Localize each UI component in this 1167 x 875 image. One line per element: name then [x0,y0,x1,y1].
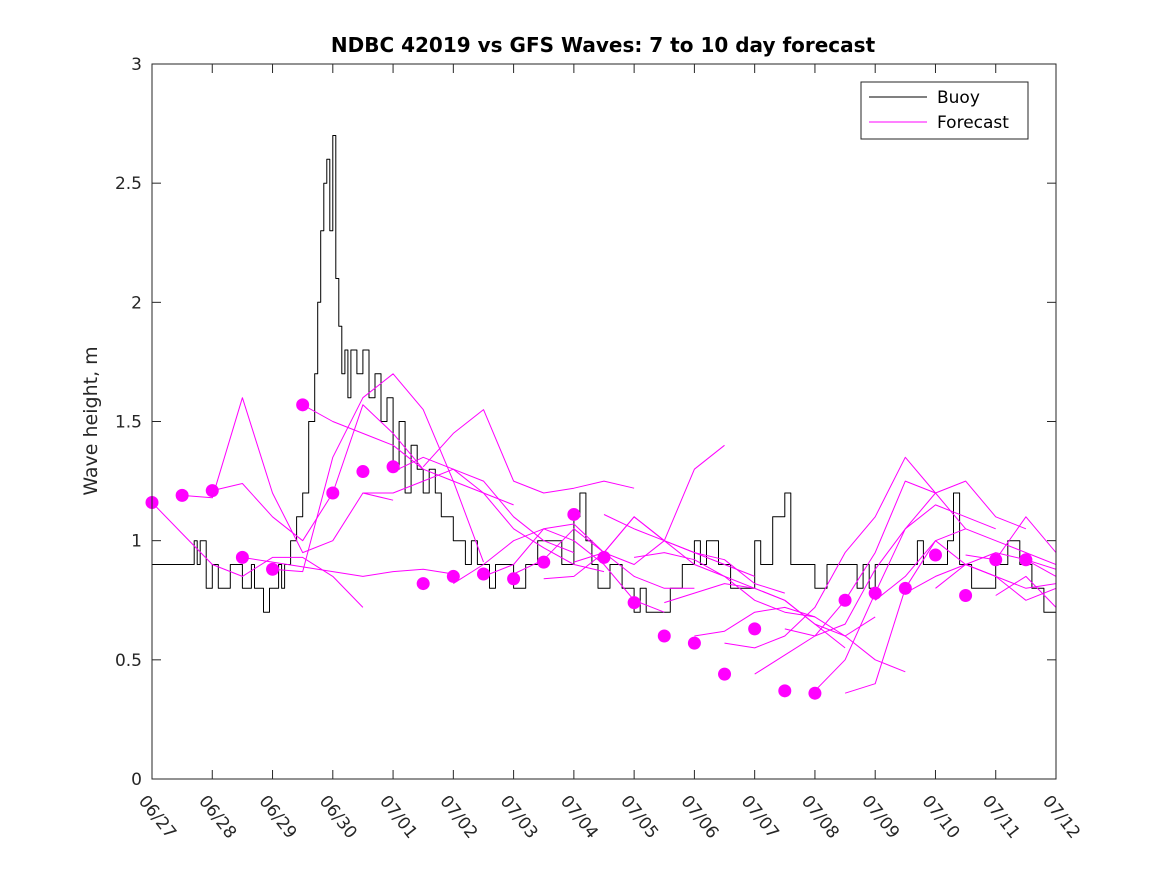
forecast-series-line [212,404,424,542]
forecast-series-line [573,516,785,594]
plot-area [145,135,1056,700]
forecast-start-marker [476,567,490,581]
forecast-start-marker [778,684,792,698]
forecast-series-line [754,480,966,675]
forecast-start-marker [687,636,701,650]
forecast-start-marker [989,553,1003,567]
forecast-start-marker [657,629,671,643]
forecast-start-marker [838,593,852,607]
y-tick-label: 0 [131,770,142,790]
forecast-start-marker [928,548,942,562]
y-tick-label: 0.5 [115,651,142,671]
forecast-series-line [513,444,725,575]
forecast-series-line [965,516,1056,561]
forecast-start-marker [567,507,581,521]
legend-forecast-label: Forecast [937,113,1009,133]
forecast-series-line [603,514,815,618]
forecast-start-marker [627,596,641,610]
forecast-start-marker [898,581,912,595]
forecast-series-line [724,456,936,649]
chart-title: NDBC 42019 vs GFS Waves: 7 to 10 day for… [331,33,876,57]
y-tick-label: 2.5 [115,174,142,194]
forecast-start-marker [868,586,882,600]
forecast-start-marker [386,460,400,474]
y-tick-label: 3 [131,55,142,75]
forecast-markers [145,398,1033,700]
forecast-series-line [694,606,906,673]
forecast-series-line [392,456,605,573]
forecast-series-line [905,564,1056,601]
forecast-start-marker [326,486,340,500]
legend: Buoy Forecast [860,81,1029,140]
forecast-series-line [814,480,1027,692]
forecast-start-marker [296,398,310,412]
forecast-series-line [935,552,1056,589]
forecast-start-marker [808,686,822,700]
forecast-start-marker [597,550,611,564]
forecast-series-line [453,528,665,613]
forecast-series-line [844,540,1056,694]
forecast-series-line [272,373,484,573]
forecast-series-line [483,523,695,589]
plot-frame [151,63,1057,780]
forecast-start-marker [356,465,370,479]
forecast-start-marker [507,572,521,586]
forecast-start-marker [266,562,280,576]
forecast-start-marker [175,488,189,502]
series-layer [152,135,1056,694]
forecast-start-marker [748,622,762,636]
forecast-series-line [874,528,1056,601]
y-tick-label: 1.5 [115,413,142,433]
forecast-start-marker [537,555,551,569]
forecast-series-line [302,404,514,506]
forecast-series-line [664,583,876,637]
forecast-start-marker [1019,553,1033,567]
legend-box [860,81,1029,140]
forecast-series-line [242,556,454,577]
forecast-start-marker [959,588,973,602]
forecast-start-marker [416,577,430,591]
forecast-series-line [152,502,364,608]
forecast-series-line [182,397,394,554]
forecast-series-line [422,409,635,494]
forecast-series-line [784,504,996,637]
forecast-start-marker [446,569,460,583]
buoy-series-line [152,135,1056,613]
y-tick-label: 2 [131,293,142,313]
y-tick-label: 1 [131,532,142,552]
axis-ticks [151,63,1057,780]
forecast-series-line [995,575,1056,608]
y-axis-label: Wave height, m [80,346,102,495]
forecast-start-marker [718,667,732,681]
forecast-series-line [362,468,575,554]
forecast-start-marker [205,484,219,498]
forecast-start-marker [235,550,249,564]
legend-buoy-label: Buoy [937,88,980,108]
